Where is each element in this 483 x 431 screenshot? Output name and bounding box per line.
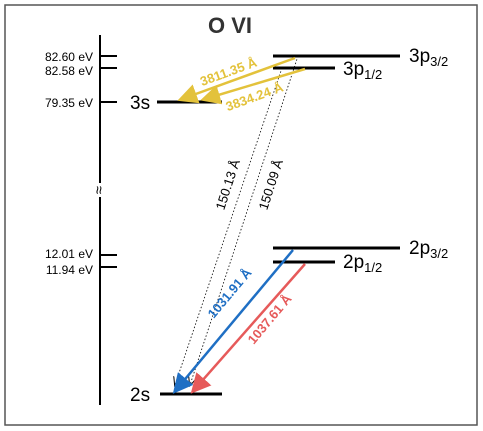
level-label-3p32: 3p3/2	[409, 46, 448, 69]
transition-1031-line	[172, 249, 294, 394]
transition-150-13-label: 150.13 Å	[213, 157, 243, 211]
tick-label: 79.35 eV	[45, 96, 93, 110]
transition-150-09-label: 150.09 Å	[256, 157, 286, 211]
tick-label: 11.94 eV	[46, 263, 93, 277]
axis-break-gap	[94, 183, 106, 197]
tick-label: 82.58 eV	[45, 64, 93, 78]
transition-1031-label: 1031.91 Å	[205, 265, 255, 321]
level-label-2p12: 2p1/2	[343, 252, 382, 275]
transition-1037-line	[190, 263, 306, 394]
diagram-title: O VI	[208, 13, 252, 38]
transition-3834-line	[200, 67, 306, 105]
tick-label: 82.60 eV	[45, 50, 93, 64]
tick-label: 12.01 eV	[45, 247, 93, 261]
transition-3811-label: 3811.35 Å	[198, 54, 259, 89]
level-label-2s: 2s	[130, 385, 150, 406]
diagram-border	[4, 4, 478, 426]
level-label-3p12: 3p1/2	[343, 59, 382, 82]
level-label-2p32: 2p3/2	[409, 238, 448, 261]
axis-break-symbol: ≈	[90, 186, 107, 194]
transition-150-13-line	[175, 67, 283, 385]
level-label-3s: 3s	[130, 93, 150, 114]
